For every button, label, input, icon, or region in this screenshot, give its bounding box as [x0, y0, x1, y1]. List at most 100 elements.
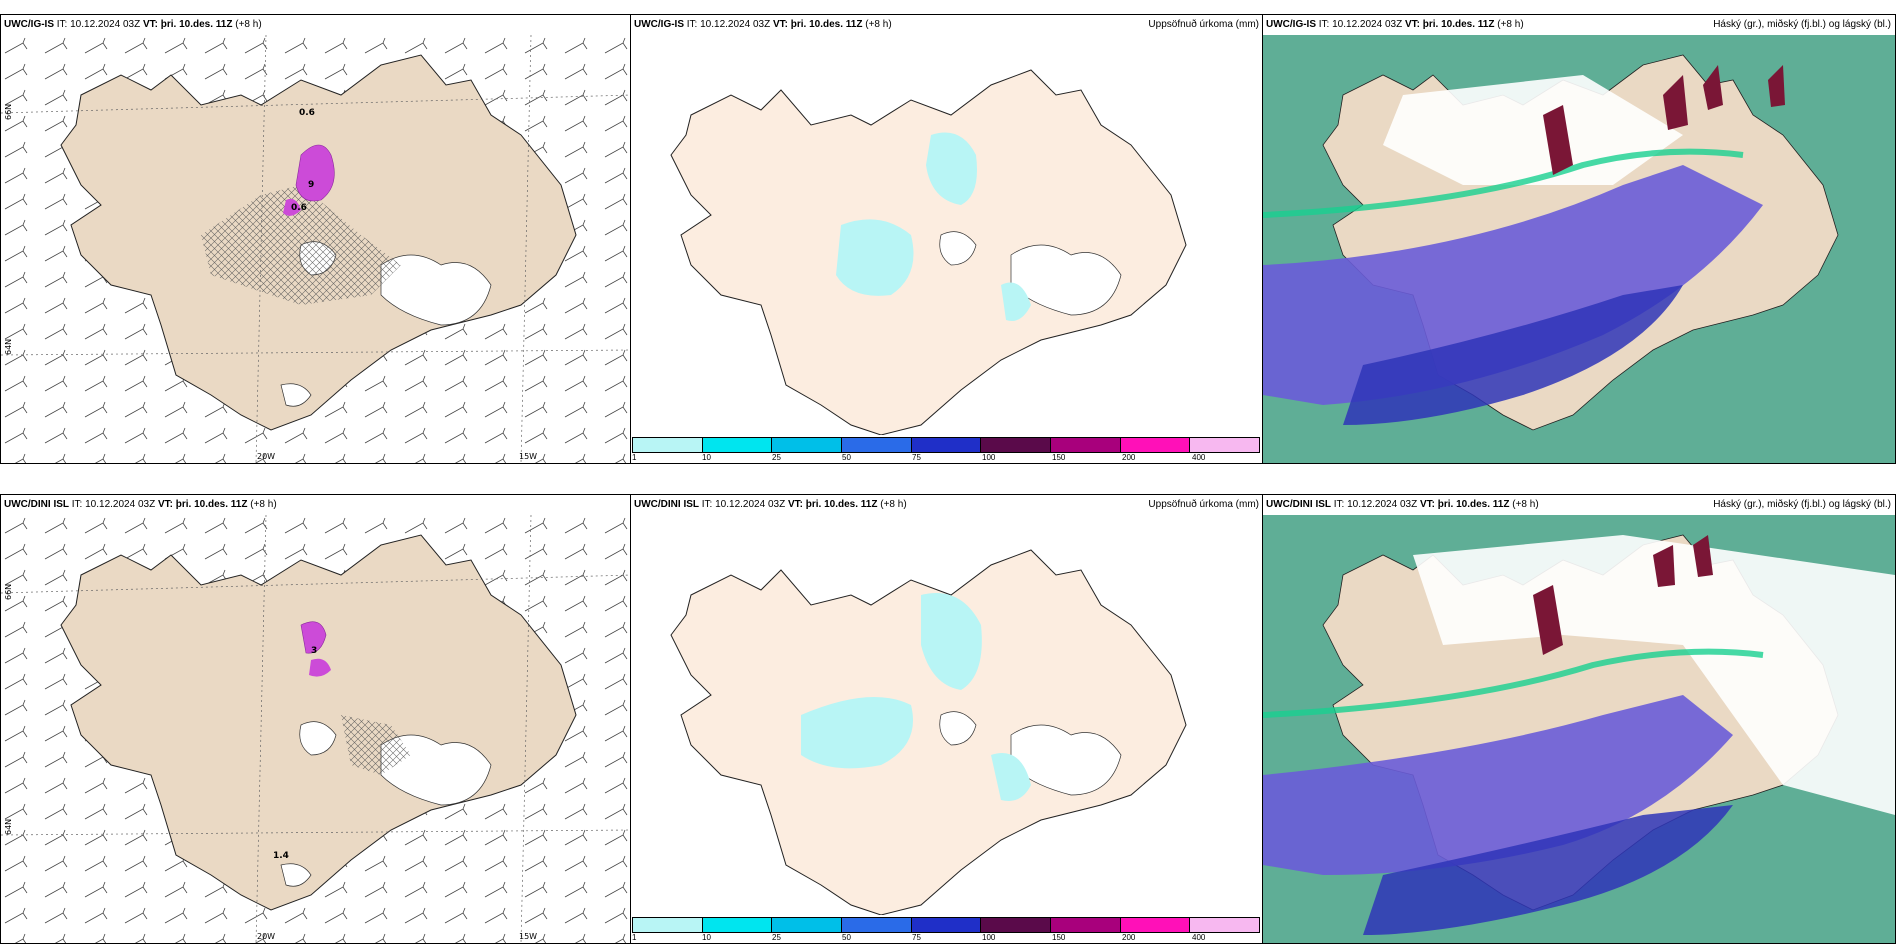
cloud-mid [1263, 695, 1733, 875]
colorbar-tick: 50 [842, 453, 851, 462]
precip-magenta [300, 621, 327, 654]
precip-light [991, 753, 1031, 801]
panel-title: Uppsöfnuð úrkoma (mm) [1148, 19, 1259, 30]
cloud-high-maroon [1693, 535, 1713, 577]
panel-wind-bottom: UWC/DINI ISL IT: 10.12.2024 03Z VT: þri.… [0, 494, 632, 944]
cloud-map [1263, 35, 1895, 463]
glacier [299, 721, 337, 756]
colorbar-tick: 100 [982, 453, 996, 462]
cloud-high-maroon [1703, 65, 1723, 110]
precip-magenta [309, 658, 331, 677]
precip-value-label: 9 [308, 180, 314, 190]
colorbar-segment [1190, 918, 1260, 932]
colorbar-ticks: 1 10 25 50 75 100 150 200 400 [632, 933, 1260, 943]
colorbar-tick: 50 [842, 933, 851, 942]
precip-min-label: 1.4 [273, 851, 289, 861]
wind-map: 0.6 9 0.6 20W 15W 66N 64N [1, 35, 631, 463]
colorbar-segment [702, 438, 773, 452]
cloud-mid [1263, 165, 1763, 405]
panel-header: UWC/DINI ISL IT: 10.12.2024 03Z VT: þri.… [634, 499, 907, 510]
colorbar-segment [842, 438, 912, 452]
cloud-high-maroon [1533, 585, 1563, 655]
colorbar-segment [1051, 918, 1121, 932]
colorbar-segment [1120, 438, 1191, 452]
cloud-low [1343, 285, 1683, 425]
colorbar-segment [772, 438, 843, 452]
precip-light [801, 697, 913, 769]
lon-label-15w: 15W [519, 452, 537, 461]
colorbar-segment [1120, 918, 1191, 932]
precip-light [926, 132, 977, 205]
colorbar-tick: 10 [702, 933, 711, 942]
lon-label-20w: 20W [257, 452, 275, 461]
lat-label-66n: 66N [4, 584, 13, 600]
colorbar-tick: 75 [912, 933, 921, 942]
panel-header: UWC/DINI ISL IT: 10.12.2024 03Z VT: þri.… [4, 499, 277, 510]
panel-header: UWC/IG-IS IT: 10.12.2024 03Z VT: þri. 10… [4, 19, 262, 30]
lon-label-15w: 15W [519, 932, 537, 941]
colorbar-tick: 400 [1192, 453, 1206, 462]
precip-max-label: 0.6 [299, 108, 315, 118]
colorbar-segment [633, 438, 703, 452]
precip-light [1001, 282, 1031, 321]
glacier [939, 711, 977, 746]
iceland-land [670, 69, 1187, 435]
colorbar-segment [1190, 438, 1260, 452]
panel-clouds-top: UWC/IG-IS IT: 10.12.2024 03Z VT: þri. 10… [1262, 14, 1896, 464]
colorbar-tick: 75 [912, 453, 921, 462]
precip-colorbar [632, 917, 1260, 933]
cloud-map [1263, 515, 1895, 943]
panel-header: UWC/IG-IS IT: 10.12.2024 03Z VT: þri. 10… [1266, 19, 1524, 30]
colorbar-tick: 10 [702, 453, 711, 462]
cloud-white [1413, 535, 1895, 815]
panel-header: UWC/DINI ISL IT: 10.12.2024 03Z VT: þri.… [1266, 499, 1539, 510]
panel-title: Háský (gr.), miðský (fj.bl.) og lágský (… [1713, 499, 1891, 510]
cloud-low [1363, 805, 1733, 935]
glacier [1010, 244, 1122, 316]
glacier [280, 863, 312, 887]
panel-clouds-bottom: UWC/DINI ISL IT: 10.12.2024 03Z VT: þri.… [1262, 494, 1896, 944]
iceland-land [670, 549, 1187, 915]
hatch-area [201, 185, 401, 305]
colorbar-segment [911, 438, 982, 452]
colorbar-tick: 400 [1192, 933, 1206, 942]
panel-header: UWC/IG-IS IT: 10.12.2024 03Z VT: þri. 10… [634, 19, 892, 30]
colorbar-tick: 100 [982, 933, 996, 942]
precip-light [836, 219, 914, 296]
colorbar-segment [911, 918, 982, 932]
precip-colorbar [632, 437, 1260, 453]
colorbar-segment [981, 438, 1052, 452]
colorbar-tick: 25 [772, 933, 781, 942]
precip-magenta [283, 198, 301, 216]
cloud-high-maroon [1768, 65, 1785, 107]
colorbar-segment [633, 918, 703, 932]
colorbar-segment [772, 918, 843, 932]
panel-precip-bottom: UWC/DINI ISL IT: 10.12.2024 03Z VT: þri.… [630, 494, 1264, 944]
colorbar-tick: 150 [1052, 453, 1066, 462]
lat-label-66n: 66N [4, 104, 13, 120]
wind-map: 3 1.4 20W 15W 66N 64N [1, 515, 631, 943]
precip-map [631, 35, 1263, 435]
glacier [1010, 724, 1122, 796]
cloud-edge [1263, 648, 1764, 718]
colorbar-tick: 200 [1122, 933, 1136, 942]
precip-map [631, 515, 1263, 915]
lat-label-64n: 64N [4, 339, 13, 355]
colorbar-tick: 200 [1122, 453, 1136, 462]
colorbar-segment [1051, 438, 1121, 452]
colorbar-segment [702, 918, 773, 932]
glacier [280, 383, 312, 407]
cloud-high-maroon [1653, 545, 1675, 587]
panel-title: Háský (gr.), miðský (fj.bl.) og lágský (… [1713, 19, 1891, 30]
colorbar-tick: 150 [1052, 933, 1066, 942]
colorbar-tick: 1 [632, 453, 637, 462]
cloud-edge [1263, 148, 1744, 218]
glacier [380, 254, 492, 326]
colorbar-tick: 25 [772, 453, 781, 462]
colorbar-tick: 1 [632, 933, 637, 942]
colorbar-ticks: 1 10 25 50 75 100 150 200 400 [632, 453, 1260, 463]
cloud-high-maroon [1663, 75, 1688, 130]
colorbar-segment [842, 918, 912, 932]
precip-value-label: 0.6 [291, 203, 307, 213]
lon-label-20w: 20W [257, 932, 275, 941]
